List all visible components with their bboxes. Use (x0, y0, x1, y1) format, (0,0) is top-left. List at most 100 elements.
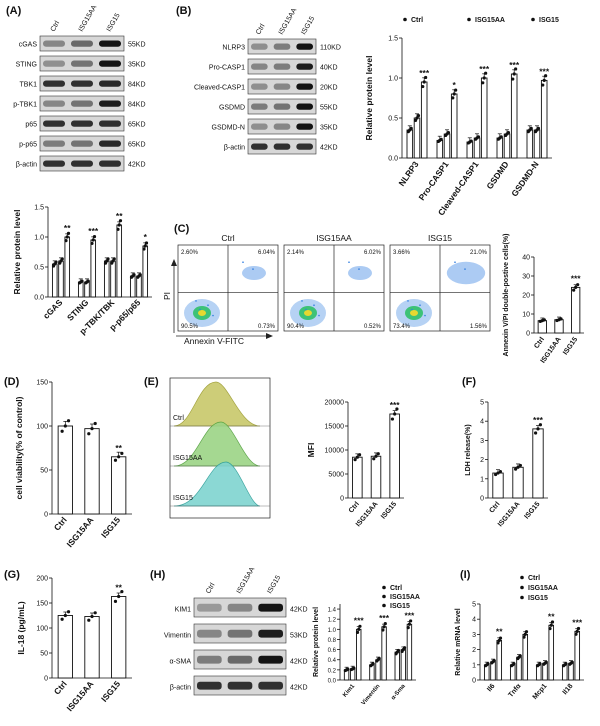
significance-mark: *** (354, 615, 365, 625)
molecular-weight-label: 55KD (320, 105, 338, 112)
molecular-weight-label: 84KD (128, 102, 146, 109)
bar (111, 596, 127, 679)
legend-entry: Ctrl (411, 17, 423, 24)
event-dot (252, 268, 254, 270)
category-label: GSDMD-N (509, 159, 540, 198)
legend-marker (382, 585, 386, 590)
blot-band (197, 655, 222, 664)
significance-mark: *** (539, 66, 550, 76)
plot-title: Ctrl (221, 233, 234, 243)
lane-label: Ctrl (50, 20, 62, 33)
population-peak (410, 310, 418, 316)
panel-a-chart: 0.0 0.5 1.0 1.5 Relative protein level ** cGAS… (12, 205, 152, 336)
bar (84, 616, 100, 679)
bar (356, 628, 362, 681)
significance-mark: ** (64, 223, 71, 233)
panel-c-chart: 0 10 20 30 40 Annexin V/PI double-postive cel… (503, 234, 584, 365)
category-label: α-Sma (390, 683, 407, 701)
bar (420, 81, 428, 159)
data-point (383, 622, 387, 626)
category-label: ISG15 (380, 501, 398, 521)
data-point (476, 135, 481, 139)
y-tick-label: 2 (480, 457, 484, 464)
blot-band (99, 120, 121, 127)
data-point (346, 667, 350, 671)
bar (522, 633, 529, 681)
population-peak (198, 310, 206, 316)
category-label: Il6 (486, 683, 496, 694)
data-point (523, 632, 527, 637)
protein-label: TBK1 (19, 82, 37, 89)
blot-band (43, 120, 65, 127)
category-label: ISG15AA (64, 679, 95, 713)
molecular-weight-label: 110KD (320, 45, 341, 52)
y-axis-label: MFI (306, 443, 316, 458)
y-tick-label: 0.8 (328, 638, 337, 644)
bar (136, 275, 142, 298)
blot-band (71, 120, 93, 127)
category-label: Ctrl (348, 501, 361, 515)
lane-label: ISG15 (300, 15, 316, 36)
blot-band (251, 43, 268, 50)
event-dot (313, 304, 315, 307)
blot-band (251, 143, 268, 150)
protein-label: GSDMD-N (212, 125, 245, 132)
molecular-weight-label: 42KD (290, 606, 308, 613)
y-tick-label: 10000 (325, 448, 345, 455)
event-dot (348, 261, 350, 264)
y-axis-label: cell viability(% of control) (14, 396, 24, 499)
quadrant-value: 90.5% (181, 324, 199, 330)
track-label: ISG15 (173, 495, 193, 502)
panel-b-chart: 0.0 0.5 1.0 1.5 Relative protein level *** NLR… (364, 17, 559, 217)
bar (548, 624, 555, 681)
data-point (90, 614, 94, 619)
y-tick-label: 50 (40, 468, 48, 475)
y-tick-label: 5 (472, 602, 476, 609)
bar (413, 117, 421, 159)
event-dot (411, 308, 413, 311)
blot-band (99, 100, 121, 107)
data-point (451, 96, 455, 100)
bar (450, 93, 458, 159)
event-dot (424, 314, 426, 317)
lane-label: ISG15AA (78, 4, 99, 33)
y-tick-label: 5000 (328, 472, 344, 479)
data-point (355, 630, 360, 634)
quadrant-value: 6.02% (364, 250, 382, 256)
data-point (516, 465, 520, 469)
data-point (138, 273, 142, 277)
blot-band (296, 63, 313, 70)
event-dot (305, 308, 307, 311)
data-point (371, 662, 375, 666)
blot-band (227, 681, 253, 690)
panel-label: (B) (176, 5, 192, 17)
y-tick-label: 15000 (325, 424, 345, 431)
legend-marker (382, 594, 386, 599)
data-point (570, 660, 574, 664)
data-point (113, 599, 118, 603)
significance-mark: *** (572, 617, 583, 627)
y-tick-label: 1.0 (34, 235, 44, 242)
category-label: NLRP3 (396, 159, 420, 188)
category-label: Vimentin (361, 683, 382, 706)
data-point (395, 407, 399, 411)
category-label: Tnfα (507, 682, 523, 699)
molecular-weight-label: 84KD (128, 82, 146, 89)
data-point (484, 71, 488, 75)
category-label: Ctrl (488, 501, 501, 515)
population-cloud (446, 261, 486, 285)
molecular-weight-label: 55KD (128, 42, 146, 49)
data-point (120, 590, 124, 594)
data-point (534, 431, 538, 435)
bar (352, 456, 363, 499)
molecular-weight-label: 42KD (128, 162, 146, 169)
blot-band (273, 63, 291, 70)
data-point (499, 135, 503, 139)
blot-band (273, 43, 291, 50)
protein-label: Cleaved-CASP1 (194, 85, 245, 92)
event-dot (301, 300, 303, 302)
legend-marker (520, 585, 524, 590)
